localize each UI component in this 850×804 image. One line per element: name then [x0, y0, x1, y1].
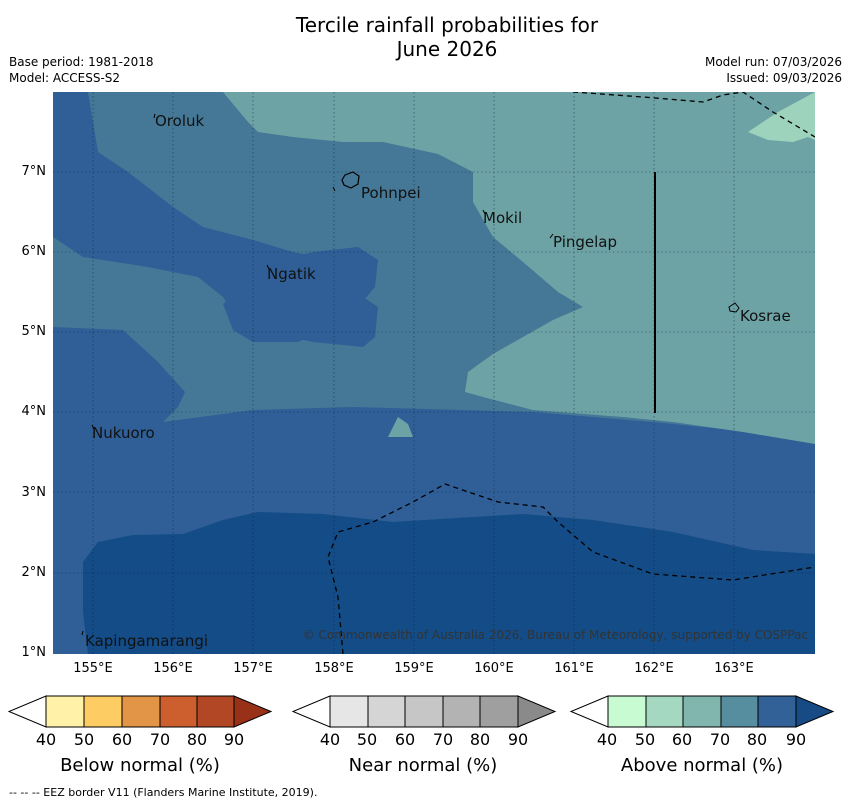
- above-arrow-left: [569, 695, 609, 728]
- base-period: Base period: 1981-2018: [9, 55, 154, 69]
- below-arrow-right: [233, 695, 273, 728]
- near-tick-70: 70: [432, 730, 454, 749]
- above-swatch-1: [645, 695, 684, 728]
- near-tick-80: 80: [469, 730, 491, 749]
- below-tick-80: 80: [186, 730, 208, 749]
- near-swatch-0: [329, 695, 369, 728]
- place-oroluk: Oroluk: [155, 112, 205, 130]
- map-title: Tercile rainfall probabilities for June …: [0, 13, 850, 61]
- below-normal-label: Below normal (%): [60, 755, 220, 776]
- y-label-1n: 1°N: [21, 645, 47, 660]
- near-arrow-right: [517, 695, 557, 728]
- model-run: Model run: 07/03/2026: [704, 55, 842, 69]
- above-tick-90: 90: [785, 730, 807, 749]
- eez-footnote: -- -- -- EEZ border V11 (Flanders Marine…: [9, 786, 318, 799]
- above-tick-80: 80: [746, 730, 768, 749]
- zone-above-90: [83, 512, 815, 654]
- near-tick-40: 40: [319, 730, 341, 749]
- x-label-155e: 155°E: [73, 661, 113, 676]
- y-label-3n: 3°N: [21, 485, 47, 500]
- grid-lines: [53, 92, 815, 654]
- below-arrow-left: [7, 695, 47, 728]
- copyright-notice: © Commonwealth of Australia 2026, Bureau…: [302, 628, 808, 642]
- below-tick-40: 40: [35, 730, 57, 749]
- above-tick-40: 40: [596, 730, 618, 749]
- near-swatch-3: [442, 695, 481, 728]
- below-swatch-4: [196, 695, 235, 728]
- meta-left: Base period: 1981-2018 Model: ACCESS-S2: [9, 54, 154, 86]
- pohnpei-island-shape: [341, 171, 360, 189]
- above-tick-60: 60: [671, 730, 693, 749]
- title-line-2: June 2026: [396, 37, 498, 61]
- below-swatch-2: [121, 695, 161, 728]
- below-swatch-3: [159, 695, 198, 728]
- y-label-5n: 5°N: [21, 324, 47, 339]
- colorbar-near: [291, 695, 557, 728]
- above-tick-50: 50: [634, 730, 656, 749]
- y-label-7n: 7°N: [21, 164, 47, 179]
- above-swatch-4: [757, 695, 797, 728]
- x-label-159e: 159°E: [394, 661, 434, 676]
- near-arrow-left: [291, 695, 331, 728]
- zone-above-80-pocket: [223, 247, 378, 342]
- place-pohnpei: Pohnpei: [361, 184, 421, 202]
- eez-border-lines: [327, 92, 815, 654]
- place-pingelap: Pingelap: [553, 233, 618, 251]
- below-swatch-1: [83, 695, 123, 728]
- above-swatch-3: [720, 695, 759, 728]
- y-label-2n: 2°N: [21, 565, 47, 580]
- colorbar-below: [7, 695, 273, 728]
- near-normal-label: Near normal (%): [348, 755, 498, 776]
- x-label-161e: 161°E: [554, 661, 594, 676]
- below-swatch-0: [45, 695, 85, 728]
- probability-map: [53, 92, 815, 654]
- near-swatch-4: [479, 695, 519, 728]
- below-tick-60: 60: [111, 730, 133, 749]
- place-nukuoro: Nukuoro: [92, 424, 155, 442]
- near-swatch-2: [404, 695, 444, 728]
- above-tick-70: 70: [709, 730, 731, 749]
- x-label-160e: 160°E: [474, 661, 514, 676]
- below-tick-90: 90: [223, 730, 245, 749]
- model-name: Model: ACCESS-S2: [9, 71, 121, 85]
- colorbar-above: [569, 695, 835, 728]
- near-tick-50: 50: [356, 730, 378, 749]
- x-label-163e: 163°E: [714, 661, 754, 676]
- zone-above-60: [223, 92, 815, 444]
- place-ngatik: Ngatik: [267, 265, 316, 283]
- above-swatch-2: [682, 695, 722, 728]
- atoll-marks: [81, 113, 554, 636]
- meta-right: Model run: 07/03/2026 Issued: 09/03/2026: [705, 54, 842, 86]
- place-kapingamarangi: Kapingamarangi: [85, 632, 209, 650]
- near-tick-60: 60: [394, 730, 416, 749]
- x-label-157e: 157°E: [233, 661, 273, 676]
- colorbars: [7, 695, 835, 728]
- above-swatch-0: [607, 695, 647, 728]
- below-tick-70: 70: [149, 730, 171, 749]
- near-tick-90: 90: [507, 730, 529, 749]
- title-line-1: Tercile rainfall probabilities for: [295, 13, 599, 37]
- zone-above-60-blob: [388, 417, 413, 437]
- x-label-158e: 158°E: [314, 661, 354, 676]
- below-tick-50: 50: [73, 730, 95, 749]
- above-normal-label: Above normal (%): [620, 755, 784, 776]
- near-swatch-1: [367, 695, 406, 728]
- issued-date: Issued: 09/03/2026: [726, 71, 842, 85]
- kosrae-island-shape: [728, 302, 740, 313]
- above-arrow-right: [795, 695, 835, 728]
- x-label-156e: 156°E: [153, 661, 193, 676]
- y-label-4n: 4°N: [21, 404, 47, 419]
- x-label-162e: 162°E: [634, 661, 674, 676]
- place-mokil: Mokil: [483, 209, 523, 227]
- y-label-6n: 6°N: [21, 244, 47, 259]
- place-kosrae: Kosrae: [740, 307, 791, 325]
